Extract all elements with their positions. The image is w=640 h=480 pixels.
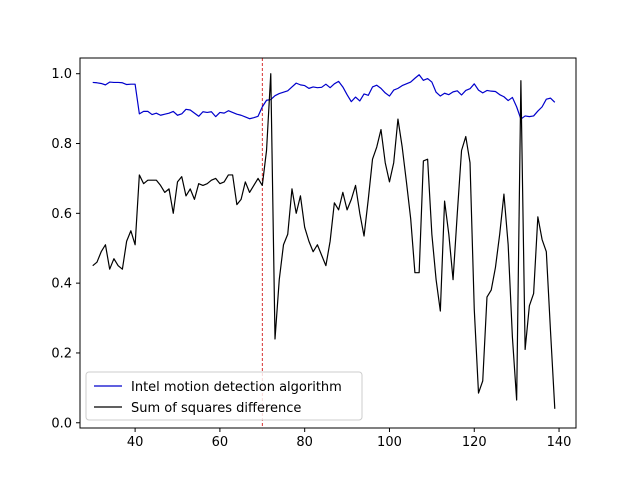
legend: Intel motion detection algorithm Sum of … xyxy=(85,371,363,421)
x-tick-label: 80 xyxy=(296,435,313,450)
y-tick-label: 0.2 xyxy=(51,346,72,361)
plot-frame xyxy=(79,57,577,429)
y-tick-label: 0.4 xyxy=(51,277,72,292)
x-tick-label: 60 xyxy=(212,435,229,450)
x-tick-label: 120 xyxy=(462,435,487,450)
legend-label-intel: Intel motion detection algorithm xyxy=(131,380,342,395)
x-tick-label: 140 xyxy=(547,435,572,450)
y-tick-label: 1.0 xyxy=(51,67,72,82)
x-tick-label: 100 xyxy=(377,435,402,450)
series-line-0 xyxy=(92,74,556,120)
x-tick-label: 40 xyxy=(127,435,144,450)
y-tick-label: 0.0 xyxy=(51,416,72,431)
y-tick-label: 0.6 xyxy=(51,207,72,222)
legend-box xyxy=(85,371,363,421)
legend-label-ssd: Sum of squares difference xyxy=(131,401,301,416)
series-line-1 xyxy=(92,73,556,409)
y-tick-label: 0.8 xyxy=(51,137,72,152)
